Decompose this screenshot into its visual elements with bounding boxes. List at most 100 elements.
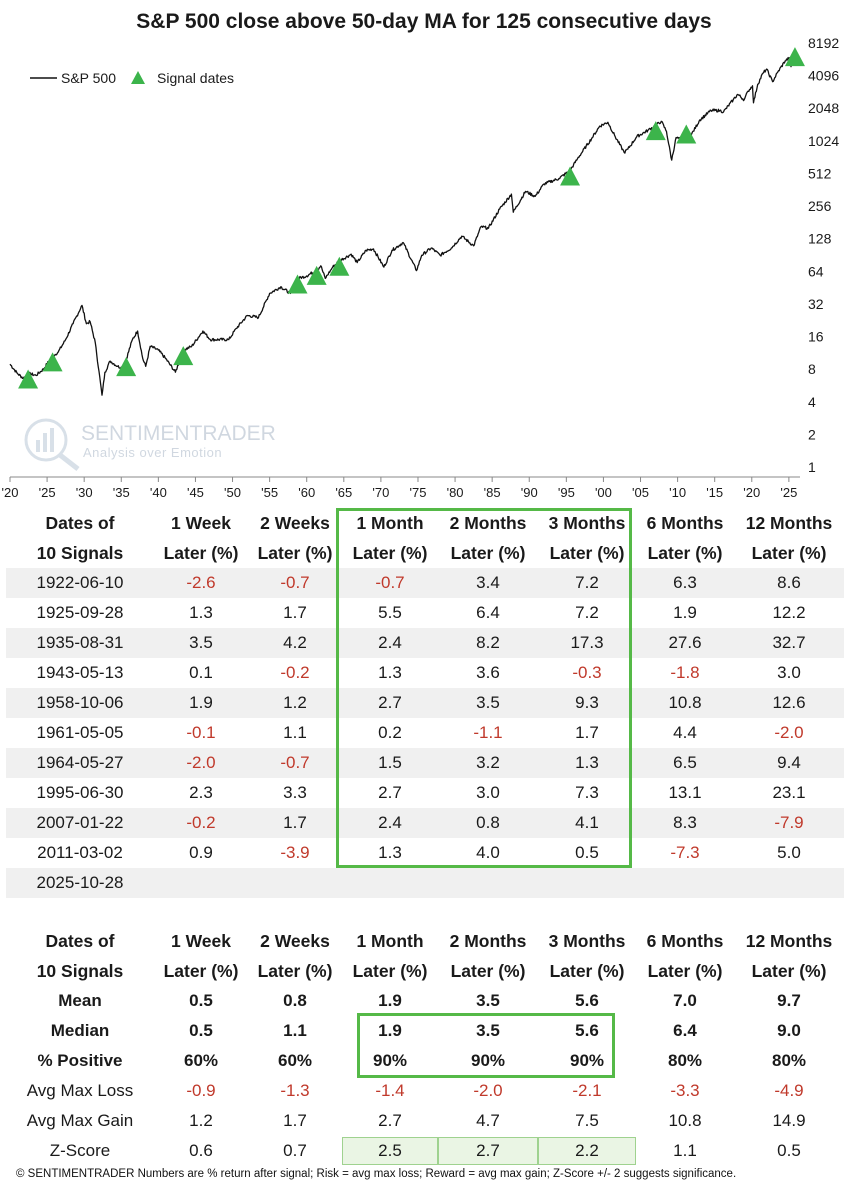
- table-cell: 10.8: [668, 693, 702, 712]
- table-cell: 1.9: [378, 991, 402, 1010]
- table-cell: -2.0: [473, 1081, 503, 1100]
- header-cell: Later (%): [352, 542, 428, 563]
- x-tick-label: '25: [39, 485, 56, 500]
- x-tick-label: '85: [484, 485, 501, 500]
- table-cell: 5.5: [378, 603, 402, 622]
- table-cell: 1.3: [575, 753, 599, 772]
- table-cell: -7.3: [670, 843, 700, 862]
- table-cell: 1.1: [673, 1141, 697, 1160]
- table-cell: 80%: [667, 1051, 703, 1070]
- table-row: Avg Max Gain 1.2 1.7 2.7 4.7 7.5 10.8 14.9: [6, 1106, 844, 1136]
- signal-marker: [306, 265, 327, 285]
- table-cell: 3.5: [476, 991, 500, 1010]
- y-tick-label: 4: [808, 394, 816, 410]
- summary-header-row-2: 10 Signals Later (%) Later (%) Later (%)…: [6, 956, 844, 986]
- table-cell: 17.3: [570, 633, 604, 652]
- table-cell: 4.4: [673, 723, 697, 742]
- table-cell: 0.2: [378, 723, 402, 742]
- table-cell: -0.2: [186, 813, 216, 832]
- x-tick-label: '25: [780, 485, 797, 500]
- summary-table: Dates of 1 Week 2 Weeks 1 Month 2 Months…: [6, 926, 844, 1166]
- row-label: 1943-05-13: [36, 663, 124, 682]
- header-cell: 10 Signals: [36, 960, 124, 981]
- sp500-chart: S&P 500 close above 50-day MA for 125 co…: [2, 10, 840, 500]
- signal-marker: [676, 124, 697, 144]
- y-axis: 8192 4096 2048 1024 512 256 128 64 32 16 8 4 2 1: [808, 35, 839, 475]
- legend-triangle-icon: [131, 71, 145, 84]
- row-label: Avg Max Gain: [26, 1111, 134, 1130]
- x-tick-label: '55: [261, 485, 278, 500]
- table-cell: 1.1: [283, 723, 307, 742]
- table-row: 1925-09-28 1.3 1.7 5.5 6.4 7.2 1.9 12.2: [6, 598, 844, 628]
- table-cell: 3.0: [476, 783, 500, 802]
- table-cell: 3.2: [476, 753, 500, 772]
- table-cell: -0.3: [572, 663, 602, 682]
- header-cell: Later (%): [549, 960, 625, 981]
- header-cell: Later (%): [450, 960, 526, 981]
- table-cell: 80%: [771, 1051, 807, 1070]
- y-tick-label: 2: [808, 426, 816, 442]
- header-cell: 1 Month: [356, 930, 424, 951]
- table-cell: 0.1: [189, 663, 213, 682]
- watermark-tagline: Analysis over Emotion: [83, 445, 222, 460]
- table-cell: 0.9: [189, 843, 213, 862]
- table-cell: 6.4: [476, 603, 500, 622]
- x-tick-label: '65: [335, 485, 352, 500]
- signal-marker: [560, 166, 581, 186]
- x-tick-label: '75: [410, 485, 427, 500]
- signal-marker: [287, 274, 308, 294]
- y-tick-label: 1024: [808, 133, 839, 149]
- summary-table-body: Mean 0.5 0.8 1.9 3.5 5.6 7.0 9.7 Median 0.5 1.1 1.9…: [6, 986, 844, 1166]
- signal-marker: [645, 121, 666, 141]
- y-tick-label: 8192: [808, 35, 839, 51]
- y-tick-label: 128: [808, 231, 832, 247]
- row-label: 1964-05-27: [36, 753, 124, 772]
- table-cell: 4.7: [476, 1111, 500, 1130]
- row-label: Median: [50, 1021, 110, 1040]
- table-cell: 1.9: [189, 693, 213, 712]
- table-cell: 1.7: [575, 723, 599, 742]
- table-cell: 5.0: [777, 843, 801, 862]
- x-tick-label: '15: [706, 485, 723, 500]
- header-cell: Later (%): [352, 960, 428, 981]
- z-score-highlight: 2.5: [342, 1137, 438, 1165]
- table-row: 1935-08-31 3.5 4.2 2.4 8.2 17.3 27.6 32.7: [6, 628, 844, 658]
- x-tick-label: '60: [298, 485, 315, 500]
- y-tick-label: 16: [808, 329, 824, 345]
- table-cell: 5.6: [575, 991, 599, 1010]
- table-cell: 8.2: [476, 633, 500, 652]
- table-cell: 90%: [569, 1051, 605, 1070]
- table-cell: 8.3: [673, 813, 697, 832]
- table-cell: 12.6: [772, 693, 806, 712]
- legend-line-label: S&P 500: [61, 70, 116, 86]
- table-cell: 4.2: [283, 633, 307, 652]
- row-label: Avg Max Loss: [26, 1081, 134, 1100]
- table-cell: 9.4: [777, 753, 801, 772]
- y-tick-label: 256: [808, 198, 832, 214]
- table-cell: -1.8: [670, 663, 700, 682]
- table-cell: -2.0: [774, 723, 804, 742]
- table-cell: 3.3: [283, 783, 307, 802]
- x-tick-label: '80: [447, 485, 464, 500]
- table-cell: 3.0: [777, 663, 801, 682]
- table-cell: 32.7: [772, 633, 806, 652]
- table-cell: 23.1: [772, 783, 806, 802]
- y-tick-label: 512: [808, 165, 832, 181]
- x-tick-label: '20: [2, 485, 19, 500]
- x-tick-label: '45: [187, 485, 204, 500]
- table-cell: 60%: [183, 1051, 219, 1070]
- table-cell: 2.4: [378, 813, 402, 832]
- table-cell: -0.7: [375, 573, 405, 592]
- table-cell: 2.7: [378, 1111, 402, 1130]
- table-cell: 0.7: [283, 1141, 307, 1160]
- signal-marker: [784, 47, 805, 67]
- header-cell: Later (%): [450, 542, 526, 563]
- table-cell: 1.3: [189, 603, 213, 622]
- header-cell: 12 Months: [745, 512, 833, 533]
- table-cell: 0.5: [575, 843, 599, 862]
- table-cell: 1.2: [283, 693, 307, 712]
- header-cell: Later (%): [257, 542, 333, 563]
- table-cell: 9.0: [777, 1021, 801, 1040]
- signal-marker: [173, 346, 194, 366]
- row-label: % Positive: [37, 1051, 123, 1070]
